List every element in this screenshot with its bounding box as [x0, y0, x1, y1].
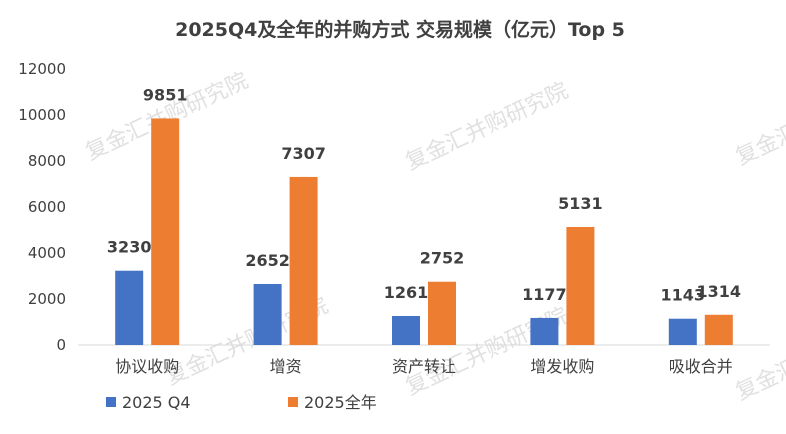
- data-label: 1143: [661, 286, 706, 305]
- legend: 2025 Q4 2025全年: [106, 393, 377, 412]
- data-label: 1177: [522, 285, 567, 304]
- legend-swatch: [106, 397, 116, 407]
- x-axis: 协议收购 增资 资产转让 增发收购 吸收合并: [115, 357, 733, 376]
- bar-q4: [392, 315, 420, 345]
- y-tick-label: 2000: [28, 290, 66, 308]
- data-label: 3230: [107, 238, 152, 257]
- x-tick-label: 资产转让: [392, 357, 456, 376]
- bar-q4: [253, 284, 282, 345]
- x-tick-label: 吸收合并: [669, 357, 733, 376]
- legend-label: 2025全年: [304, 393, 377, 412]
- data-label: 2652: [245, 251, 290, 270]
- y-tick-label: 0: [56, 336, 66, 354]
- bar-full-year: [704, 314, 733, 345]
- legend-swatch: [288, 397, 298, 407]
- data-label: 1261: [384, 283, 429, 302]
- watermark-text: 复金汇并购研究院: [732, 73, 786, 170]
- data-label: 1314: [697, 282, 742, 301]
- legend-label: 2025 Q4: [122, 393, 191, 412]
- x-tick-label: 协议收购: [115, 357, 179, 376]
- bar-full-year: [289, 176, 318, 345]
- bar-q4: [530, 317, 559, 345]
- chart-title: 2025Q4及全年的并购方式 交易规模（亿元）Top 5: [175, 18, 625, 41]
- watermark-text: 复金汇并购研究院: [402, 78, 572, 175]
- data-label: 5131: [558, 194, 603, 213]
- y-tick-label: 10000: [18, 106, 66, 124]
- y-tick-label: 4000: [28, 244, 66, 262]
- bar-full-year: [566, 226, 595, 345]
- bar-q4: [668, 318, 697, 345]
- bar-full-year: [151, 118, 180, 345]
- y-tick-label: 8000: [28, 152, 66, 170]
- x-tick-label: 增资: [270, 357, 302, 376]
- data-label: 7307: [281, 144, 326, 163]
- y-axis: 0 2000 4000 6000 8000 10000 12000: [18, 60, 66, 354]
- bar-full-year: [428, 281, 456, 345]
- x-tick-label: 增发收购: [530, 357, 594, 376]
- y-tick-label: 12000: [18, 60, 66, 78]
- watermark-text: 复金汇并购研究院: [732, 308, 786, 405]
- data-label: 9851: [143, 85, 188, 104]
- y-tick-label: 6000: [28, 198, 66, 216]
- data-label: 2752: [420, 249, 465, 268]
- bar-q4: [115, 270, 144, 345]
